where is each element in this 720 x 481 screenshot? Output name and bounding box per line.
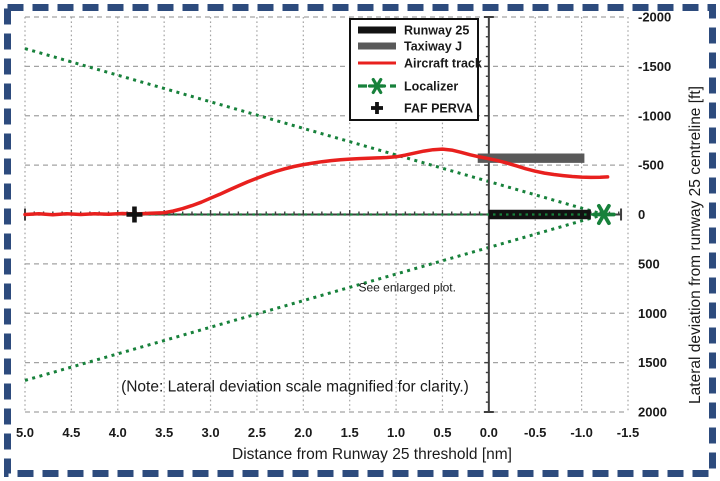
legend-plus-icon bbox=[371, 102, 383, 114]
figure-border bbox=[4, 4, 716, 477]
legend-label: Runway 25 bbox=[404, 24, 469, 38]
x-tick-label: 1.5 bbox=[341, 425, 359, 440]
annotation-see-enlarged: See enlarged plot. bbox=[359, 280, 456, 294]
legend-item-localizer: Localizer bbox=[358, 77, 458, 95]
x-tick-label: 2.0 bbox=[294, 425, 312, 440]
x-tick-label: 4.0 bbox=[109, 425, 127, 440]
y-tick-label: 1500 bbox=[638, 355, 667, 370]
aircraft-track-line bbox=[23, 147, 610, 217]
legend-label: Taxiway J bbox=[404, 40, 462, 54]
localizer-beam bbox=[24, 47, 605, 382]
legend-label: FAF PERVA bbox=[404, 102, 473, 116]
x-tick-label: 3.5 bbox=[155, 425, 173, 440]
x-tick-label: 0.0 bbox=[480, 425, 498, 440]
x-tick-label: 1.0 bbox=[387, 425, 405, 440]
x-axis-title: Distance from Runway 25 threshold [nm] bbox=[232, 446, 512, 463]
y-tick-label: -1500 bbox=[638, 59, 671, 74]
y-tick-label: -500 bbox=[638, 158, 664, 173]
localizer-upper-edge bbox=[24, 47, 605, 216]
y-tick-label: -2000 bbox=[638, 10, 671, 25]
x-tick-label: 2.5 bbox=[248, 425, 266, 440]
grid bbox=[24, 16, 629, 413]
y-tick-label: -1000 bbox=[638, 108, 671, 123]
faf-perva-marker bbox=[126, 206, 143, 223]
x-tick-labels: 5.0 4.5 4.0 3.5 3.0 2.5 2.0 1.5 1.0 0.5 0.0 -0.5 -1.… bbox=[16, 425, 639, 440]
annotation-note: (Note: Lateral deviation scale magnified… bbox=[121, 378, 469, 395]
legend-label: Localizer bbox=[404, 80, 458, 94]
localizer-star-marker bbox=[591, 203, 616, 226]
y-axis-title: Lateral deviation from runway 25 centrel… bbox=[687, 86, 704, 404]
legend-item-runway-25: Runway 25 bbox=[358, 24, 469, 38]
x-tick-label: 3.0 bbox=[201, 425, 219, 440]
x-tick-label: -0.5 bbox=[524, 425, 546, 440]
legend-item-aircraft-track: Aircraft track bbox=[358, 57, 482, 71]
y-tick-label: 0 bbox=[638, 207, 645, 222]
localizer-lower-edge bbox=[24, 213, 605, 382]
x-tick-label: 4.5 bbox=[62, 425, 80, 440]
legend-label: Aircraft track bbox=[404, 57, 482, 71]
legend-item-faf-perva: FAF PERVA bbox=[371, 102, 473, 116]
legend-box: Runway 25 Taxiway J Aircraft track Localize… bbox=[349, 18, 482, 121]
y-tick-labels: -2000 -1500 -1000 -500 0 500 1000 1500 2000 bbox=[638, 10, 671, 420]
y-tick-label: 500 bbox=[638, 256, 660, 271]
legend-item-taxiway-j: Taxiway J bbox=[358, 40, 462, 54]
x-tick-label: -1.0 bbox=[570, 425, 592, 440]
x-tick-label: -1.5 bbox=[617, 425, 639, 440]
y-tick-label: 2000 bbox=[638, 405, 667, 420]
legend-star-icon bbox=[367, 77, 387, 95]
x-tick-label: 5.0 bbox=[16, 425, 34, 440]
y-tick-label: 1000 bbox=[638, 306, 667, 321]
x-tick-label: 0.5 bbox=[433, 425, 451, 440]
